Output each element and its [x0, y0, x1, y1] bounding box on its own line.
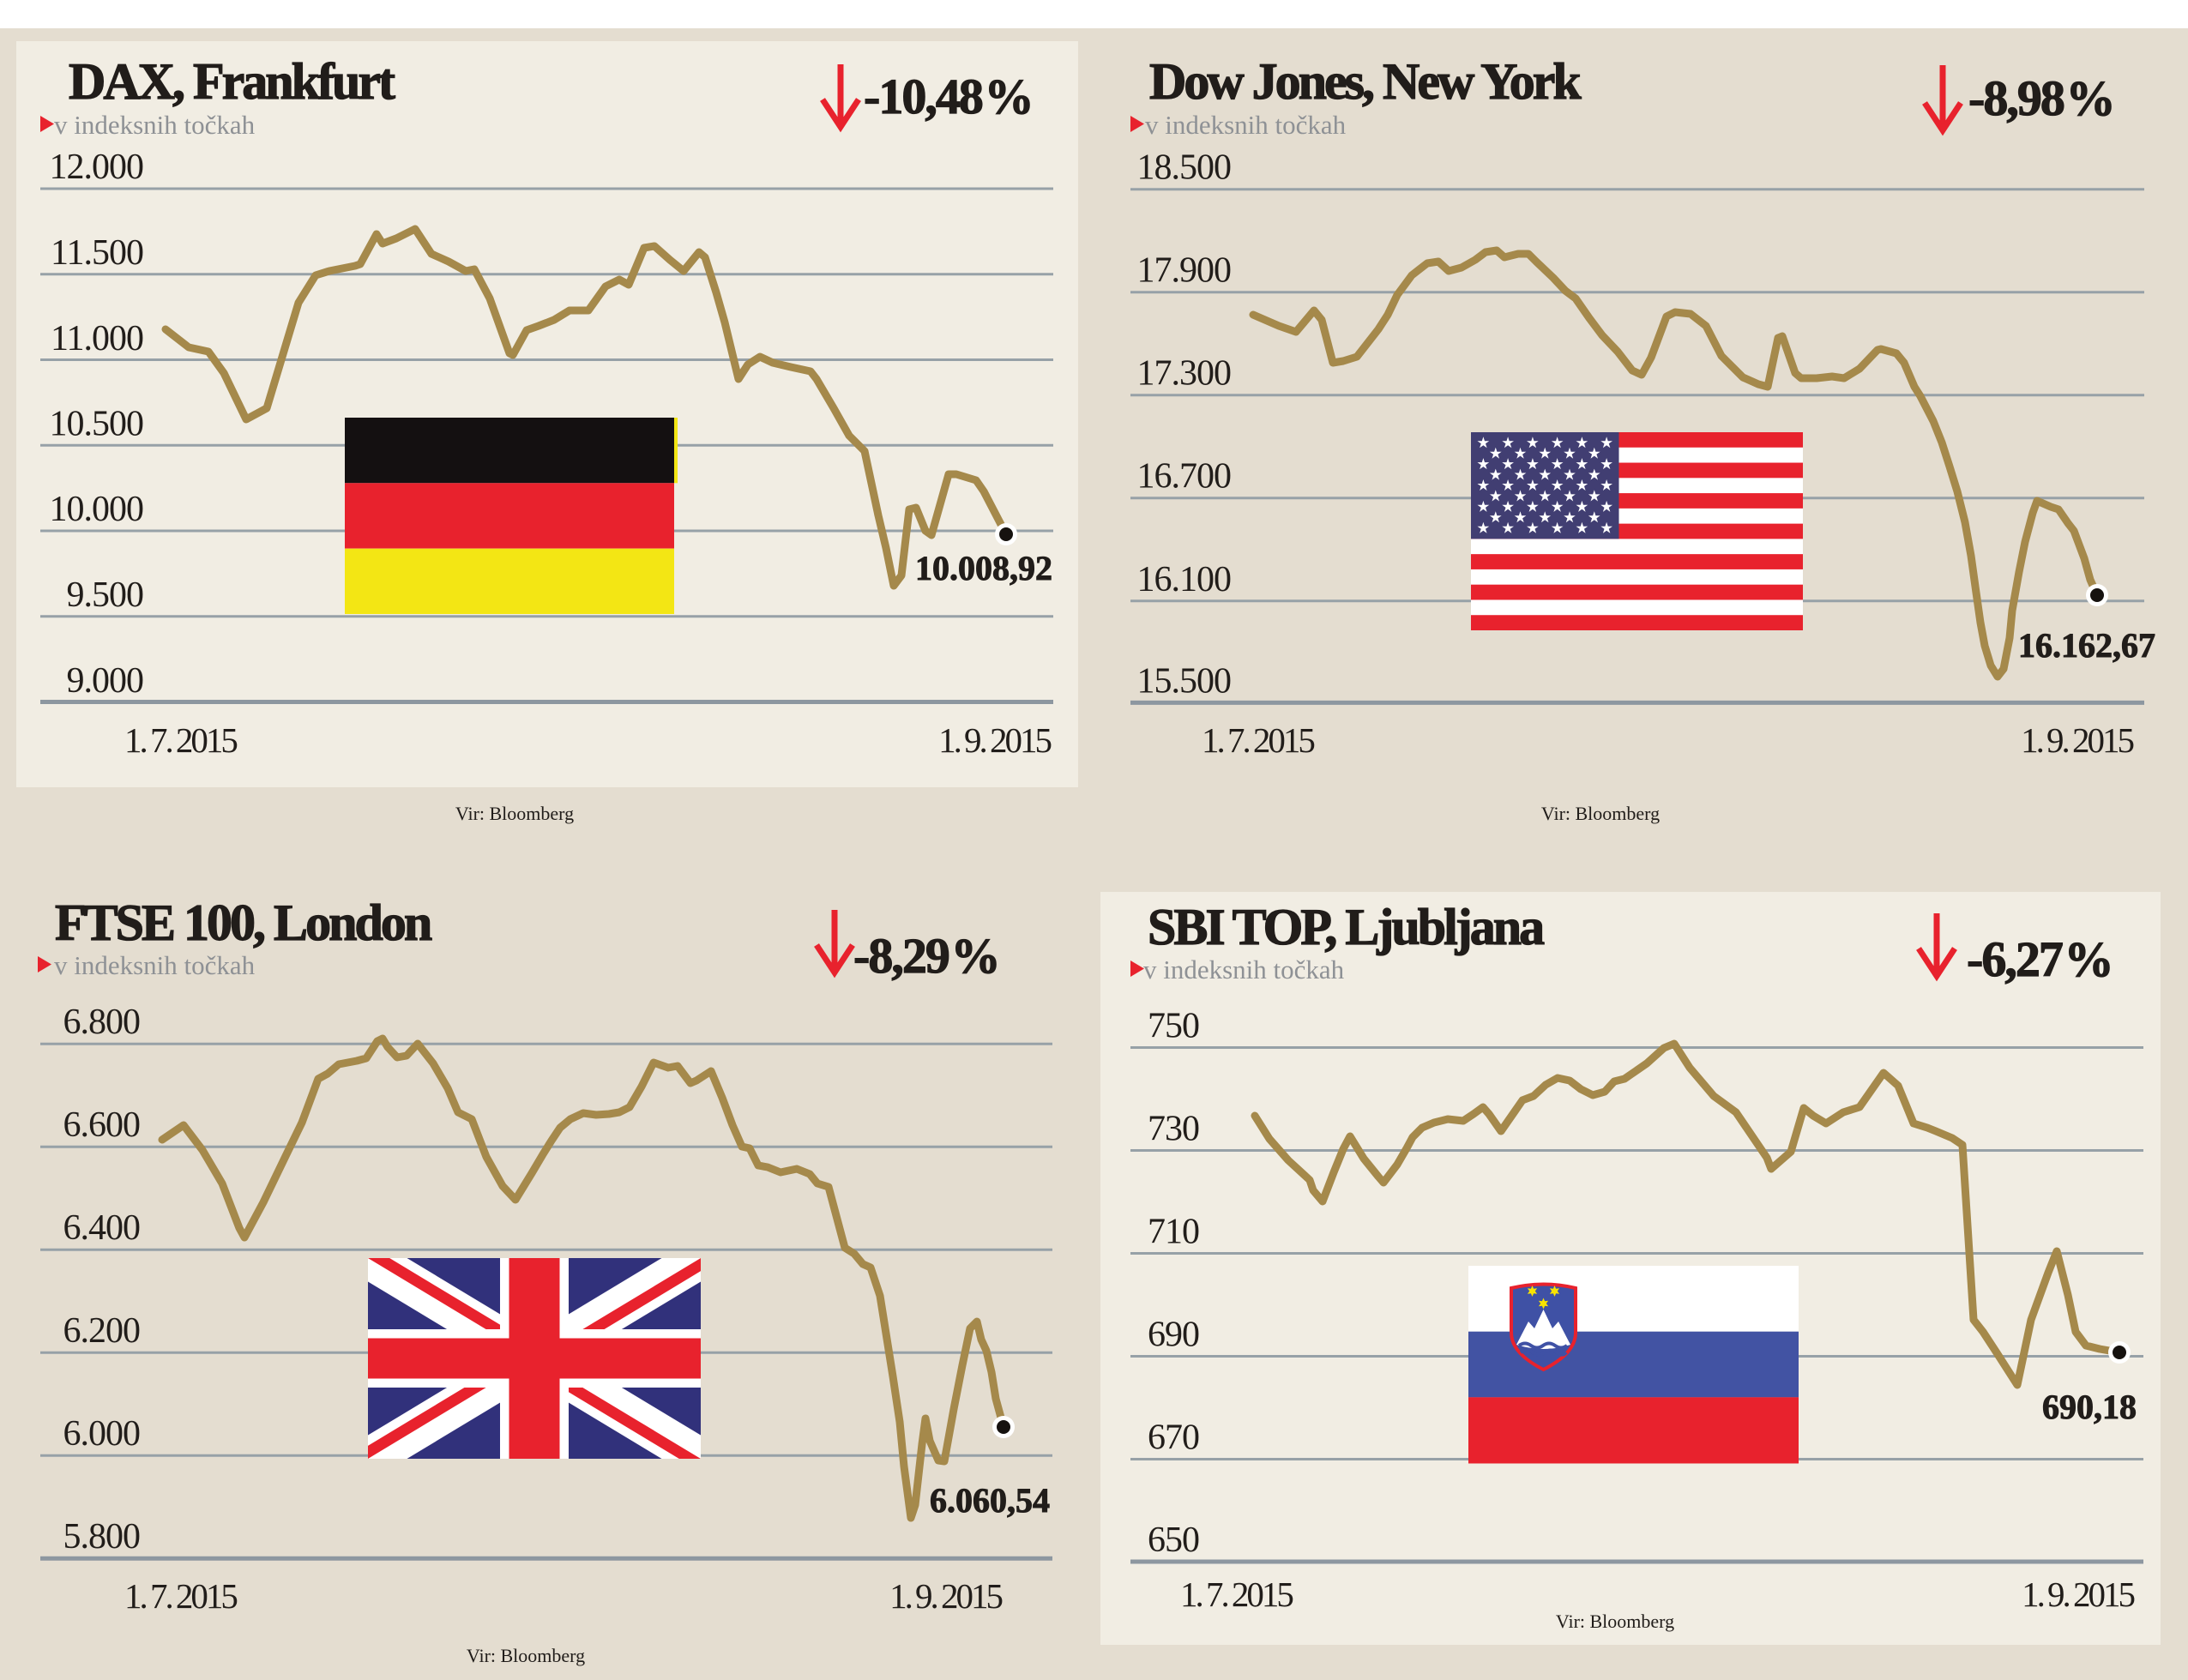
svg-text:16.100: 16.100 [1137, 560, 1232, 599]
svg-text:1. 9. 2015: 1. 9. 2015 [938, 720, 1051, 760]
svg-text:Vir: Bloomberg: Vir: Bloomberg [455, 803, 574, 824]
svg-text:v indeksnih točkah: v indeksnih točkah [1143, 954, 1345, 985]
svg-text:1. 9. 2015: 1. 9. 2015 [2021, 720, 2133, 760]
svg-text:6.800: 6.800 [63, 1003, 141, 1042]
svg-text:1. 7. 2015: 1. 7. 2015 [1180, 1575, 1293, 1614]
svg-text:FTSE 100, London: FTSE 100, London [55, 894, 432, 951]
svg-text:10.008,92: 10.008,92 [915, 549, 1052, 587]
svg-text:-6,27 %: -6,27 % [1967, 931, 2113, 987]
svg-text:1. 9. 2015: 1. 9. 2015 [2022, 1575, 2134, 1614]
svg-text:Vir: Bloomberg: Vir: Bloomberg [1541, 803, 1660, 824]
svg-text:v indeksnih točkah: v indeksnih točkah [54, 110, 256, 140]
svg-text:11.500: 11.500 [51, 233, 143, 273]
svg-text:11.000: 11.000 [51, 319, 143, 358]
svg-text:1. 7. 2015: 1. 7. 2015 [1202, 720, 1314, 760]
svg-text:17.900: 17.900 [1137, 251, 1232, 291]
svg-text:6.200: 6.200 [63, 1311, 141, 1351]
svg-text:16.700: 16.700 [1137, 457, 1232, 497]
svg-text:690: 690 [1148, 1316, 1199, 1355]
svg-text:6.060,54: 6.060,54 [930, 1481, 1050, 1520]
svg-text:6.400: 6.400 [63, 1208, 141, 1248]
svg-text:650: 650 [1148, 1520, 1199, 1560]
svg-text:Vir: Bloomberg: Vir: Bloomberg [1556, 1611, 1674, 1632]
svg-text:SBI TOP, Ljubljana: SBI TOP, Ljubljana [1148, 899, 1545, 955]
svg-text:1. 7. 2015: 1. 7. 2015 [124, 720, 237, 760]
svg-text:1. 9. 2015: 1. 9. 2015 [889, 1576, 1002, 1616]
svg-text:DAX, Frankfurt: DAX, Frankfurt [69, 53, 395, 110]
svg-text:12.000: 12.000 [50, 148, 144, 187]
svg-text:10.500: 10.500 [50, 405, 144, 444]
svg-text:15.500: 15.500 [1137, 661, 1232, 701]
svg-text:-10,48 %: -10,48 % [864, 69, 1033, 124]
svg-text:9.500: 9.500 [67, 575, 144, 615]
svg-text:690,18: 690,18 [2042, 1388, 2137, 1426]
svg-text:Dow Jones, New York: Dow Jones, New York [1149, 53, 1582, 110]
svg-text:750: 750 [1148, 1007, 1199, 1046]
svg-text:10.000: 10.000 [50, 490, 144, 529]
svg-text:730: 730 [1148, 1110, 1199, 1149]
svg-text:1. 7. 2015: 1. 7. 2015 [124, 1576, 237, 1616]
svg-text:18.500: 18.500 [1137, 148, 1232, 188]
svg-text:6.000: 6.000 [63, 1414, 141, 1454]
svg-text:-8,98 %: -8,98 % [1968, 70, 2114, 126]
svg-text:v indeksnih točkah: v indeksnih točkah [54, 950, 256, 980]
svg-text:Vir: Bloomberg: Vir: Bloomberg [467, 1645, 585, 1666]
svg-text:16.162,67: 16.162,67 [2018, 626, 2155, 665]
svg-text:670: 670 [1148, 1418, 1199, 1458]
svg-text:-8,29 %: -8,29 % [853, 928, 999, 984]
svg-text:v indeksnih točkah: v indeksnih točkah [1145, 110, 1347, 140]
svg-text:5.800: 5.800 [63, 1517, 141, 1557]
svg-text:710: 710 [1148, 1213, 1199, 1252]
svg-text:17.300: 17.300 [1137, 354, 1232, 394]
svg-text:9.000: 9.000 [67, 661, 144, 701]
svg-text:6.600: 6.600 [63, 1105, 141, 1145]
